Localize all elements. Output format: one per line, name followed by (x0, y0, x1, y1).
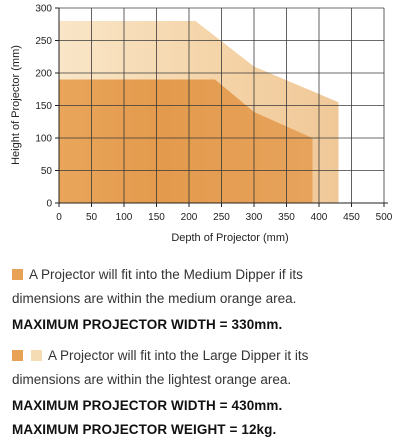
y-tick-label: 0 (46, 199, 52, 210)
x-tick-label: 100 (116, 212, 133, 223)
y-axis-title: Height of Projector (mm) (10, 45, 22, 165)
legend-medium-max-width: MAXIMUM PROJECTOR WIDTH = 330mm. (12, 317, 283, 332)
y-tick-label: 250 (35, 36, 52, 47)
large-swatch-medium (12, 350, 23, 361)
medium-swatch (12, 269, 23, 280)
legend-large-max-width: MAXIMUM PROJECTOR WIDTH = 430mm. (12, 398, 283, 413)
y-tick-label: 50 (41, 166, 53, 177)
y-tick-label: 100 (35, 134, 52, 145)
x-axis-title: Depth of Projector (mm) (171, 232, 288, 244)
x-tick-label: 200 (181, 212, 198, 223)
y-tick-label: 200 (35, 69, 52, 80)
legend-medium: A Projector will fit into the Medium Dip… (12, 264, 400, 337)
legend-medium-line2: dimensions are within the medium orange … (12, 291, 297, 306)
x-tick-label: 50 (86, 212, 98, 223)
legend-medium-text-1: A Projector will fit into the Medium Dip… (12, 264, 400, 286)
medium-dipper-area (59, 79, 313, 203)
legend-large-text-1: A Projector will fit into the Large Dipp… (12, 345, 400, 367)
legend-large: A Projector will fit into the Large Dipp… (12, 345, 400, 442)
x-tick-label: 450 (343, 212, 360, 223)
legend-medium-line1: A Projector will fit into the Medium Dip… (29, 267, 303, 282)
x-tick-label: 300 (246, 212, 263, 223)
legend-large-max-weight: MAXIMUM PROJECTOR WEIGHT = 12kg. (12, 422, 277, 437)
large-swatch-light (31, 350, 42, 361)
x-tick-label: 150 (148, 212, 165, 223)
legend-large-line2: dimensions are within the lightest orang… (12, 372, 292, 387)
legend-large-line1: A Projector will fit into the Large Dipp… (48, 348, 309, 363)
x-tick-label: 350 (278, 212, 295, 223)
x-tick-label: 500 (376, 212, 393, 223)
x-tick-label: 250 (213, 212, 230, 223)
y-tick-label: 150 (35, 101, 52, 112)
x-tick-label: 400 (311, 212, 328, 223)
x-tick-label: 0 (56, 212, 62, 223)
size-chart: 0 50 100 150 200 250 300 350 400 450 500 0 50 100 150 2… (10, 4, 393, 245)
y-tick-label: 300 (35, 4, 52, 15)
